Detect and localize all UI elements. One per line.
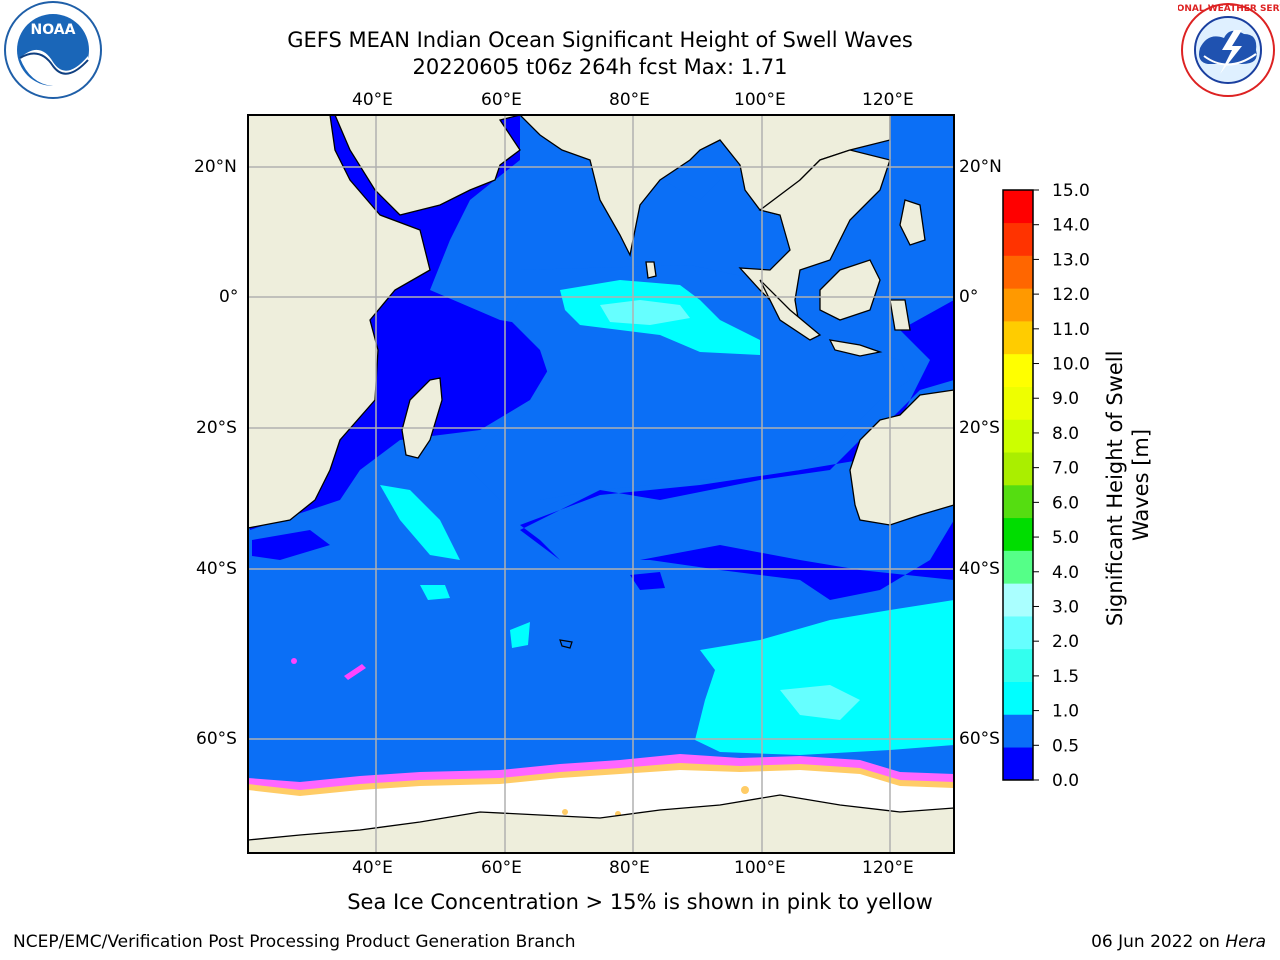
colorbar-segment xyxy=(1003,681,1033,715)
colorbar-tick-label: 15.0 xyxy=(1052,181,1090,201)
colorbar-segment xyxy=(1003,386,1033,420)
colorbar-tick-label: 6.0 xyxy=(1052,493,1079,513)
lat-tick-left: 20°N xyxy=(194,157,237,177)
colorbar-tick-label: 9.0 xyxy=(1052,389,1079,409)
colorbar-tick-label: 10.0 xyxy=(1052,355,1090,375)
footer-host: Hera xyxy=(1225,932,1266,952)
colorbar-segment xyxy=(1003,288,1033,322)
footer-date: 06 Jun 2022 on Hera xyxy=(1091,932,1266,952)
colorbar-tick-label: 7.0 xyxy=(1052,459,1079,479)
colorbar-segment xyxy=(1003,255,1033,289)
colorbar-tick-label: 14.0 xyxy=(1052,216,1090,236)
lon-tick-bottom: 80°E xyxy=(609,858,650,878)
lat-tick-right: 0° xyxy=(959,287,979,307)
map-gridlines xyxy=(248,115,954,853)
colorbar-tick-label: 3.0 xyxy=(1052,597,1079,617)
lon-tick-bottom: 60°E xyxy=(481,858,522,878)
colorbar-tick-label: 1.5 xyxy=(1052,667,1079,687)
lon-tick-top: 60°E xyxy=(481,90,522,110)
swell-peak-regions xyxy=(600,300,860,720)
land-masses xyxy=(248,115,954,529)
colorbar-segment xyxy=(1003,517,1033,551)
colorbar-tick-label: 12.0 xyxy=(1052,285,1090,305)
lon-tick-top: 120°E xyxy=(862,90,914,110)
colorbar-tick-label: 13.0 xyxy=(1052,250,1090,270)
lat-tick-right: 40°S xyxy=(959,559,1000,579)
colorbar-label-line2: Waves [m] xyxy=(1129,429,1153,541)
colorbar-segment xyxy=(1003,648,1033,682)
colorbar-tick-label: 5.0 xyxy=(1052,528,1079,548)
colorbar-label-line1: Significant Height of Swell xyxy=(1103,351,1127,627)
noaa-logo-text: NOAA xyxy=(31,22,76,38)
lon-tick-top: 80°E xyxy=(609,90,650,110)
lat-tick-right: 20°S xyxy=(959,418,1000,438)
nws-logo-icon: NATIONAL WEATHER SERVICE xyxy=(1178,3,1280,97)
lat-tick-right: 60°S xyxy=(959,729,1000,749)
colorbar-segment xyxy=(1003,616,1033,650)
colorbar-segment xyxy=(1003,452,1033,486)
colorbar-segment xyxy=(1003,714,1033,748)
colorbar-segment xyxy=(1003,747,1033,781)
map-frame xyxy=(247,114,955,854)
colorbar-segment xyxy=(1003,190,1033,224)
colorbar-tick-label: 11.0 xyxy=(1052,320,1090,340)
sea-ice-note: Sea Ice Concentration > 15% is shown in … xyxy=(347,890,933,914)
map-title: GEFS MEAN Indian Ocean Significant Heigh… xyxy=(287,28,913,52)
colorbar-label: Significant Height of Swell Waves [m] xyxy=(1103,344,1153,626)
colorbar-segment xyxy=(1003,550,1033,584)
colorbar-tick-label: 0.5 xyxy=(1052,736,1079,756)
lon-tick-bottom: 120°E xyxy=(862,858,914,878)
lon-tick-bottom: 40°E xyxy=(352,858,393,878)
nws-logo-text: NATIONAL WEATHER SERVICE xyxy=(1178,4,1280,14)
antarctica-land xyxy=(248,794,954,853)
lat-tick-right: 20°N xyxy=(959,157,1002,177)
noaa-logo-icon: NOAA xyxy=(4,1,102,99)
colorbar-tick-label: 2.0 xyxy=(1052,632,1079,652)
map-plot-area xyxy=(248,115,954,853)
colorbar-segment xyxy=(1003,485,1033,519)
colorbar-segment xyxy=(1003,353,1033,387)
lon-tick-bottom: 100°E xyxy=(734,858,786,878)
lat-tick-left: 60°S xyxy=(196,729,237,749)
footer-date-text: 06 Jun 2022 on xyxy=(1091,932,1226,952)
lon-tick-top: 40°E xyxy=(352,90,393,110)
colorbar-tick-label: 4.0 xyxy=(1052,563,1079,583)
lat-tick-left: 40°S xyxy=(196,559,237,579)
colorbar-frame xyxy=(1002,189,1034,781)
lon-tick-top: 100°E xyxy=(734,90,786,110)
colorbar-segment xyxy=(1003,583,1033,617)
colorbar-tick-label: 0.0 xyxy=(1052,771,1079,791)
colorbar-tick-label: 1.0 xyxy=(1052,702,1079,722)
lat-tick-left: 0° xyxy=(219,287,239,307)
footer-branch: NCEP/EMC/Verification Post Processing Pr… xyxy=(13,932,576,952)
lat-tick-left: 20°S xyxy=(196,418,237,438)
colorbar: 0.0 0.5 1.0 1.5 2.0 3.0 4.0 5.0 6.0 7.0 8.0 9.0 10.0… xyxy=(1002,181,1090,791)
colorbar-segment xyxy=(1003,222,1033,256)
island-outline xyxy=(559,639,573,649)
map-subtitle: 20220605 t06z 264h fcst Max: 1.71 xyxy=(412,55,788,79)
colorbar-segment xyxy=(1003,419,1033,453)
colorbar-tick-label: 8.0 xyxy=(1052,424,1079,444)
colorbar-segment xyxy=(1003,321,1033,355)
